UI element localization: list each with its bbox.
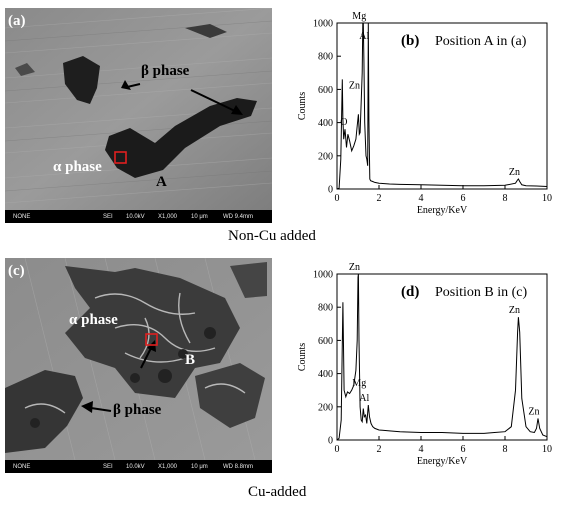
position-marker [114, 151, 127, 164]
x-axis-label: Energy/KeV [417, 205, 468, 216]
dark-region [65, 266, 240, 398]
spectrum-line [336, 273, 548, 441]
plot-frame [336, 22, 548, 190]
x-tick-label: 10 [542, 193, 552, 204]
alpha-phase-label: α phase [69, 312, 118, 328]
panel-label-a: (a) [8, 13, 26, 29]
dark-region [5, 370, 83, 453]
panel-label: (d) [401, 284, 419, 300]
peak-label: Mg [352, 11, 366, 22]
point-label-b: B [185, 352, 196, 368]
chart-title: Position A in (a) [435, 34, 527, 49]
eds-spectrum-d: 0 200 400 600 800 1000 0 2 4 6 8 10 Energy/KeV Counts… [297, 262, 552, 467]
y-tick-label: 1000 [313, 19, 333, 30]
y-tick-label: 600 [318, 85, 333, 96]
arrow-line [140, 345, 153, 369]
sem-image-a: NONE SEI 10.0kV X1,000 10 μm WD 9.4mm [5, 8, 272, 223]
beta-phase-label: β phase [141, 63, 190, 79]
y-tick-label: 600 [318, 336, 333, 347]
arrow-head [147, 340, 156, 352]
x-tick-label: 10 [542, 444, 552, 455]
x-tick-label: 0 [335, 193, 340, 204]
peak-label: Zn [509, 167, 520, 178]
arrow-head [231, 105, 243, 115]
y-axis-label: Counts [297, 343, 308, 371]
peak-label: Zn [349, 262, 360, 273]
y-tick-label: 400 [318, 369, 333, 380]
x-axis-label: Energy/KeV [417, 456, 468, 467]
alpha-phase-label: α phase [53, 159, 102, 175]
arrow-line [190, 89, 238, 113]
point-label-a: A [156, 174, 167, 190]
peak-label: Mg [352, 378, 366, 389]
sem-texture-a [5, 8, 272, 210]
chart-title: Position B in (c) [435, 285, 528, 300]
sem-image-c: NONE SEI 10.0kV X1,000 10 μm WD 8.8mm [5, 258, 272, 473]
y-tick-label: 800 [318, 52, 333, 63]
x-tick-label: 8 [503, 193, 508, 204]
caption-top: Non-Cu added [228, 228, 316, 244]
peak-label: Al [359, 393, 369, 404]
x-tick-label: 2 [377, 444, 382, 455]
dark-region [195, 363, 265, 428]
peak-label: Zn [528, 406, 539, 417]
peak-label: O [340, 117, 347, 128]
y-tick-label: 800 [318, 303, 333, 314]
y-tick-label: 400 [318, 118, 333, 129]
y-tick-label: 0 [328, 436, 333, 447]
peak-label: Zn [509, 305, 520, 316]
y-tick-label: 0 [328, 185, 333, 196]
spectrum-line [336, 22, 548, 190]
dark-region [105, 98, 257, 178]
beta-phase-label: β phase [113, 402, 162, 418]
plot-frame [336, 273, 548, 441]
sem-info-bar: NONE SEI 10.0kV X1,000 10 μm WD 8.8mm [5, 460, 272, 473]
x-tick-label: 0 [335, 444, 340, 455]
y-tick-label: 200 [318, 402, 333, 413]
sem-info-bar: NONE SEI 10.0kV X1,000 10 μm WD 9.4mm [5, 210, 272, 223]
panel-c: NONE SEI 10.0kV X1,000 10 μm WD 8.8mm (c… [5, 258, 272, 473]
sem-texture-c [5, 258, 272, 460]
y-axis-label: Counts [297, 92, 308, 120]
y-tick-label: 1000 [313, 270, 333, 281]
x-tick-label: 6 [461, 444, 466, 455]
x-tick-label: 8 [503, 444, 508, 455]
y-tick-label: 200 [318, 151, 333, 162]
position-marker [145, 333, 158, 346]
eds-spectrum-b: 0 200 400 600 800 1000 0 2 4 6 8 10 Energy/KeV Counts… [297, 11, 552, 216]
panel-label: (b) [401, 33, 419, 49]
panel-a: NONE SEI 10.0kV X1,000 10 μm WD 9.4mm (a… [5, 8, 272, 223]
arrow-head [81, 401, 93, 413]
dark-region [63, 56, 100, 104]
x-tick-label: 4 [419, 193, 424, 204]
x-tick-label: 4 [419, 444, 424, 455]
x-tick-label: 6 [461, 193, 466, 204]
x-tick-label: 2 [377, 193, 382, 204]
panel-label-c: (c) [8, 263, 25, 279]
peak-label: Al [359, 31, 369, 42]
caption-bottom: Cu-added [248, 484, 307, 500]
peak-label: Zn [349, 81, 360, 92]
